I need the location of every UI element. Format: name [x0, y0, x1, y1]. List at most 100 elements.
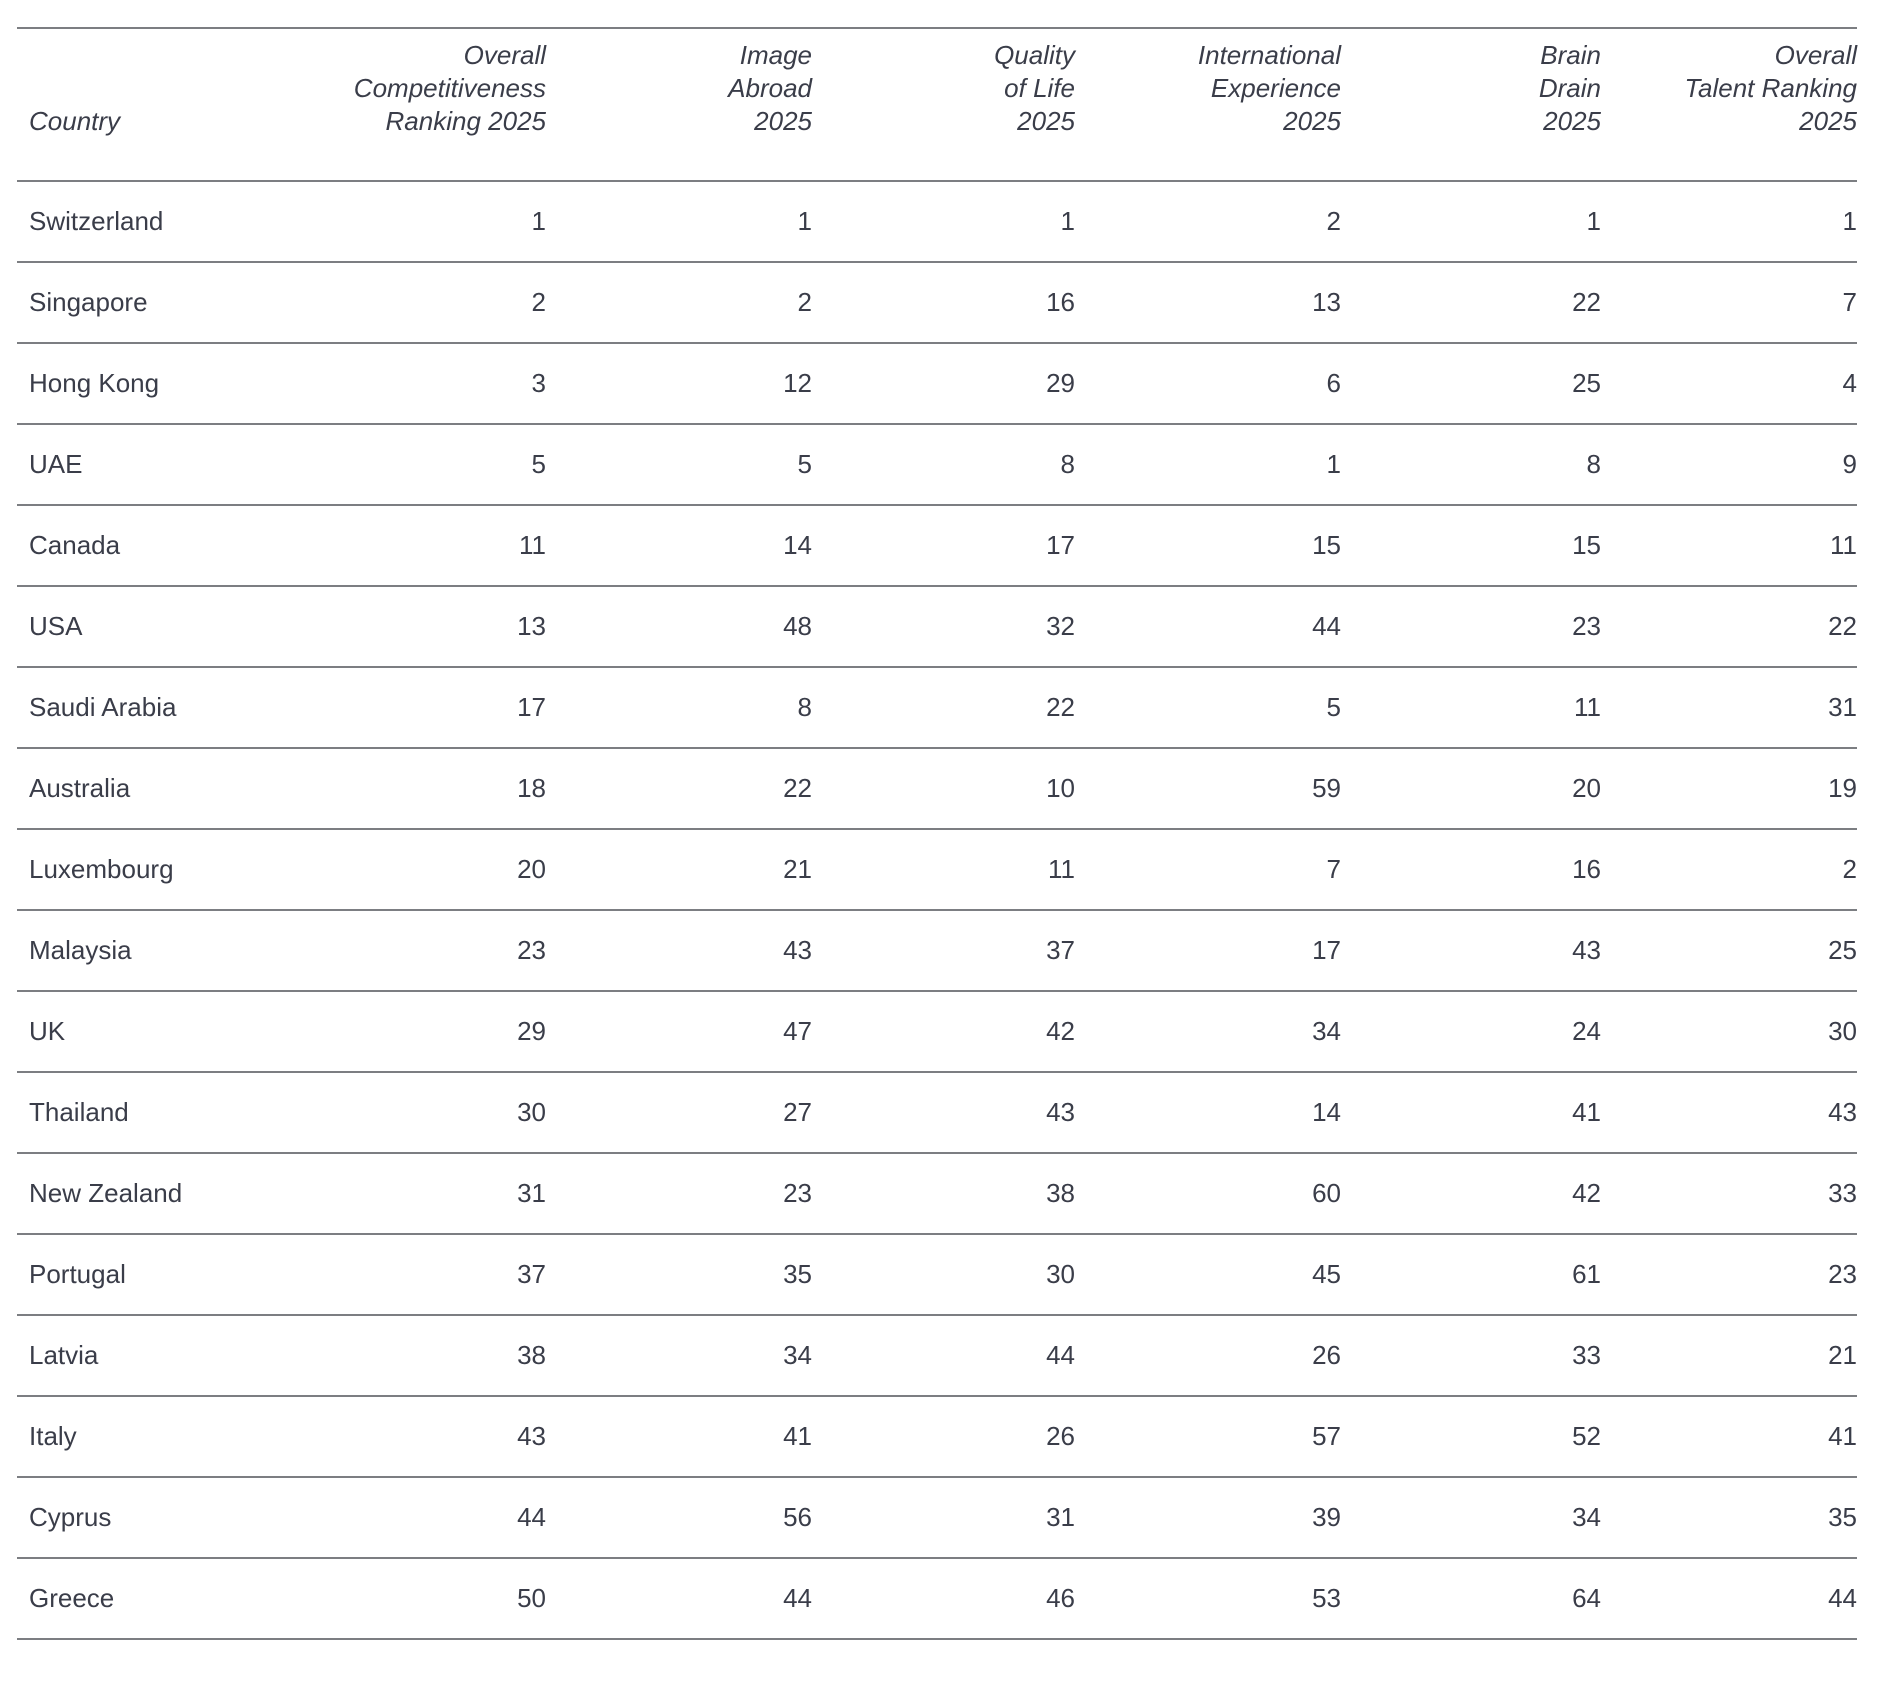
country-cell: Singapore	[17, 262, 300, 344]
rank-cell: 44	[300, 1477, 546, 1559]
country-cell: UAE	[17, 424, 300, 506]
rank-cell: 24	[1341, 991, 1601, 1073]
rank-cell: 1	[1075, 424, 1341, 506]
table-body: Switzerland 1 1 1 2 1 1 Singapore 2 2 16 13 22 7 Hong …	[17, 181, 1857, 1640]
rank-cell: 20	[1341, 748, 1601, 830]
rank-cell: 8	[812, 424, 1075, 506]
rank-cell: 26	[812, 1396, 1075, 1478]
rank-cell: 14	[546, 505, 812, 587]
rank-cell: 59	[1075, 748, 1341, 830]
rank-cell: 21	[1601, 1315, 1857, 1397]
rank-cell: 18	[300, 748, 546, 830]
rank-cell: 10	[812, 748, 1075, 830]
rank-cell: 34	[546, 1315, 812, 1397]
rank-cell: 21	[546, 829, 812, 911]
rank-cell: 2	[1601, 829, 1857, 911]
rank-cell: 42	[812, 991, 1075, 1073]
column-header-image_abroad_2025: Image Abroad 2025	[546, 27, 812, 182]
column-header-international_experience_2025: International Experience 2025	[1075, 27, 1341, 182]
rank-cell: 41	[1341, 1072, 1601, 1154]
rank-cell: 42	[1341, 1153, 1601, 1235]
country-cell: Luxembourg	[17, 829, 300, 911]
rank-cell: 41	[1601, 1396, 1857, 1478]
rank-cell: 20	[300, 829, 546, 911]
rank-cell: 30	[1601, 991, 1857, 1073]
rank-cell: 35	[546, 1234, 812, 1316]
rank-cell: 23	[300, 910, 546, 992]
rank-cell: 1	[1601, 181, 1857, 263]
rank-cell: 23	[1341, 586, 1601, 668]
rank-cell: 44	[1075, 586, 1341, 668]
rank-cell: 33	[1601, 1153, 1857, 1235]
rank-cell: 25	[1341, 343, 1601, 425]
rank-cell: 61	[1341, 1234, 1601, 1316]
rank-cell: 23	[1601, 1234, 1857, 1316]
rank-cell: 43	[1341, 910, 1601, 992]
table-row: Australia 18 22 10 59 20 19	[17, 748, 1857, 830]
header-row: Country Overall Competitiveness Ranking 2…	[17, 27, 1857, 182]
rank-cell: 33	[1341, 1315, 1601, 1397]
rank-cell: 29	[300, 991, 546, 1073]
country-cell: Latvia	[17, 1315, 300, 1397]
rank-cell: 64	[1341, 1558, 1601, 1640]
rank-cell: 39	[1075, 1477, 1341, 1559]
rank-cell: 16	[812, 262, 1075, 344]
rank-cell: 23	[546, 1153, 812, 1235]
rank-cell: 11	[300, 505, 546, 587]
table-row: Italy 43 41 26 57 52 41	[17, 1396, 1857, 1478]
talent-ranking-table-container: Country Overall Competitiveness Ranking 2…	[17, 27, 1857, 1640]
rank-cell: 34	[1075, 991, 1341, 1073]
rank-cell: 22	[1341, 262, 1601, 344]
rank-cell: 45	[1075, 1234, 1341, 1316]
rank-cell: 17	[300, 667, 546, 749]
rank-cell: 1	[546, 181, 812, 263]
rank-cell: 22	[546, 748, 812, 830]
table-row: Latvia 38 34 44 26 33 21	[17, 1315, 1857, 1397]
rank-cell: 8	[546, 667, 812, 749]
rank-cell: 2	[546, 262, 812, 344]
rank-cell: 13	[1075, 262, 1341, 344]
rank-cell: 7	[1601, 262, 1857, 344]
rank-cell: 7	[1075, 829, 1341, 911]
rank-cell: 41	[546, 1396, 812, 1478]
rank-cell: 43	[300, 1396, 546, 1478]
country-cell: Australia	[17, 748, 300, 830]
rank-cell: 53	[1075, 1558, 1341, 1640]
rank-cell: 43	[546, 910, 812, 992]
rank-cell: 1	[812, 181, 1075, 263]
rank-cell: 37	[812, 910, 1075, 992]
table-row: Malaysia 23 43 37 17 43 25	[17, 910, 1857, 992]
table-row: Portugal 37 35 30 45 61 23	[17, 1234, 1857, 1316]
rank-cell: 31	[812, 1477, 1075, 1559]
rank-cell: 38	[812, 1153, 1075, 1235]
country-cell: Malaysia	[17, 910, 300, 992]
table-row: UAE 5 5 8 1 8 9	[17, 424, 1857, 506]
column-header-quality_of_life_2025: Quality of Life 2025	[812, 27, 1075, 182]
rank-cell: 25	[1601, 910, 1857, 992]
column-header-overall_talent_ranking_2025: Overall Talent Ranking 2025	[1601, 27, 1857, 182]
table-row: Saudi Arabia 17 8 22 5 11 31	[17, 667, 1857, 749]
rank-cell: 43	[812, 1072, 1075, 1154]
table-row: Cyprus 44 56 31 39 34 35	[17, 1477, 1857, 1559]
table-row: UK 29 47 42 34 24 30	[17, 991, 1857, 1073]
rank-cell: 30	[300, 1072, 546, 1154]
country-cell: New Zealand	[17, 1153, 300, 1235]
country-cell: Thailand	[17, 1072, 300, 1154]
rank-cell: 11	[812, 829, 1075, 911]
rank-cell: 8	[1341, 424, 1601, 506]
table-row: Switzerland 1 1 1 2 1 1	[17, 181, 1857, 263]
rank-cell: 4	[1601, 343, 1857, 425]
rank-cell: 12	[546, 343, 812, 425]
rank-cell: 15	[1341, 505, 1601, 587]
country-cell: Hong Kong	[17, 343, 300, 425]
country-cell: USA	[17, 586, 300, 668]
rank-cell: 29	[812, 343, 1075, 425]
rank-cell: 17	[1075, 910, 1341, 992]
country-cell: Saudi Arabia	[17, 667, 300, 749]
rank-cell: 52	[1341, 1396, 1601, 1478]
rank-cell: 2	[1075, 181, 1341, 263]
country-cell: Greece	[17, 1558, 300, 1640]
rank-cell: 44	[1601, 1558, 1857, 1640]
rank-cell: 16	[1341, 829, 1601, 911]
rank-cell: 13	[300, 586, 546, 668]
